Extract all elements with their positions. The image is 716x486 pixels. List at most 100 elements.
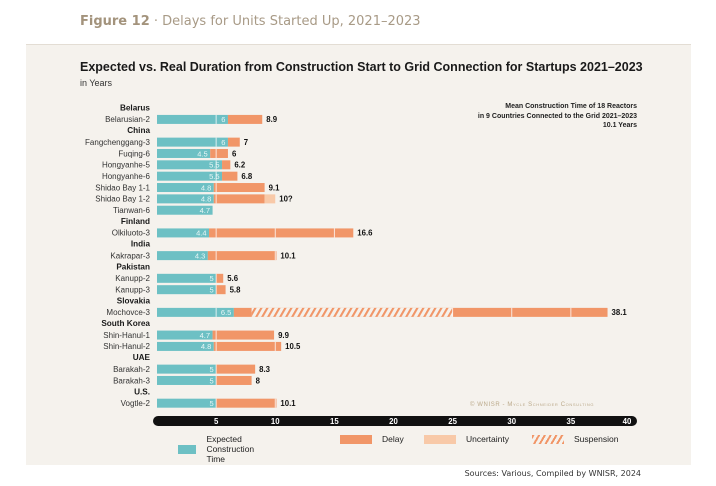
- expected-value-label: 4.4: [196, 229, 206, 238]
- total-value-label: 10.1: [280, 251, 296, 260]
- bar-expected: [157, 307, 234, 317]
- reactor-label: Kakrapar-3: [110, 251, 150, 260]
- figure-separator: ·: [149, 14, 163, 29]
- x-tick-label: 5: [214, 417, 219, 426]
- mean-note-line2: in 9 Countries Connected to the Grid 202…: [477, 112, 637, 120]
- total-value-label: 7: [244, 138, 248, 147]
- bar-expected: [157, 251, 208, 261]
- bar-expected: [157, 171, 223, 181]
- legend-swatch-delay: [340, 434, 372, 444]
- mean-note-line3: 10.1 Years: [602, 122, 637, 129]
- copyright-credit: © WNISR - Mycle Schneider Consulting: [470, 402, 595, 408]
- legend-label-expected: Expected Construction Time: [206, 434, 255, 464]
- expected-value-label: 6.5: [221, 308, 231, 317]
- bar-delay: [216, 375, 252, 385]
- legend-item-delay: Delay: [340, 434, 404, 444]
- expected-value-label: 5: [209, 274, 213, 283]
- bar-delay: [213, 341, 282, 351]
- expected-value-label: 4.7: [200, 206, 210, 215]
- expected-value-label: 5: [209, 376, 213, 385]
- expected-value-label: 4.8: [201, 183, 211, 192]
- x-axis-bar: [153, 416, 637, 426]
- reactor-label: Vogtle-2: [121, 399, 151, 408]
- country-label: Pakistan: [116, 262, 150, 271]
- reactor-label: Shin-Hanul-1: [103, 331, 150, 340]
- total-value-label: 6.8: [241, 172, 253, 181]
- bar-expected: [157, 160, 223, 170]
- total-value-label: 8: [256, 376, 261, 385]
- bar-delay: [212, 330, 275, 340]
- bar-expected: [157, 228, 210, 238]
- bar-delay: [222, 171, 238, 181]
- x-tick-label: 25: [448, 417, 457, 426]
- x-tick-label: 35: [567, 417, 576, 426]
- total-value-label: 9.1: [269, 183, 281, 192]
- x-tick-label: 20: [389, 417, 398, 426]
- bar-expected: [157, 285, 217, 295]
- bar-delay: [210, 148, 228, 158]
- x-tick-label: 30: [507, 417, 516, 426]
- bar-delay: [213, 183, 265, 193]
- reactor-label: Shidao Bay 1-2: [95, 195, 150, 204]
- legend-label-delay: Delay: [382, 434, 404, 444]
- bar-expected: [157, 194, 214, 204]
- expected-value-label: 4.3: [195, 251, 205, 260]
- legend-label-uncertainty: Uncertainty: [466, 434, 509, 444]
- total-value-label: 38.1: [612, 308, 628, 317]
- legend-item-uncertainty: Uncertainty: [424, 434, 509, 444]
- country-label: U.S.: [134, 387, 150, 396]
- bar-delay: [227, 114, 263, 124]
- reactor-label: Kanupp-3: [115, 285, 150, 294]
- expected-value-label: 5: [209, 365, 213, 374]
- expected-value-label: 4.8: [201, 195, 211, 204]
- total-value-label: 10?: [279, 195, 293, 204]
- bar-expected: [157, 330, 213, 340]
- expected-value-label: 6: [221, 115, 225, 124]
- country-label: Slovakia: [117, 296, 151, 305]
- country-label: Finland: [121, 217, 150, 226]
- reactor-label: Fangchenggang-3: [85, 138, 150, 147]
- source-note: Sources: Various, Compiled by WNISR, 202…: [464, 469, 641, 478]
- bars-layer: Belarus Belarusian-2 6 8.9 China Fangchenggan…: [85, 104, 627, 408]
- bar-delay: [227, 137, 240, 147]
- bar-delay: [207, 251, 277, 261]
- reactor-label: Hongyanhe-6: [102, 172, 151, 181]
- expected-value-label: 6: [221, 138, 225, 147]
- country-label: South Korea: [101, 319, 150, 328]
- reactor-label: Shin-Hanul-2: [103, 342, 150, 351]
- bar-expected: [157, 375, 217, 385]
- mean-note-line1: Mean Construction Time of 18 Reactors: [505, 103, 637, 110]
- expected-value-label: 5: [209, 399, 213, 408]
- expected-value-label: 5.5: [209, 172, 219, 181]
- reactor-label: Shidao Bay 1-1: [95, 183, 150, 192]
- expected-value-label: 4.7: [200, 331, 210, 340]
- reactor-label: Kanupp-2: [115, 274, 150, 283]
- legend-swatch-suspension: [532, 434, 564, 444]
- expected-value-label: 4.8: [201, 342, 211, 351]
- expected-value-label: 4.5: [197, 149, 207, 158]
- country-label: UAE: [133, 353, 151, 362]
- country-label: India: [131, 240, 151, 249]
- bar-delay: [209, 228, 354, 238]
- chart-title: Expected vs. Real Duration from Construc…: [80, 60, 643, 74]
- bar-expected: [157, 398, 217, 408]
- legend-label-suspension: Suspension: [574, 434, 619, 444]
- country-label: Belarus: [120, 104, 150, 113]
- x-tick-label: 10: [271, 417, 280, 426]
- expected-value-label: 5: [209, 285, 213, 294]
- bar-expected: [157, 183, 214, 193]
- total-value-label: 8.3: [259, 365, 271, 374]
- bar-expected: [157, 148, 211, 158]
- bar-expected: [157, 114, 228, 124]
- bar-expected: [157, 364, 217, 374]
- chart-panel: [26, 44, 691, 465]
- country-label: China: [127, 126, 150, 135]
- reactor-label: Tianwan-6: [113, 206, 151, 215]
- reactor-label: Fuqing-6: [118, 149, 150, 158]
- bar-delay: [216, 398, 277, 408]
- bar-expected: [157, 341, 214, 351]
- bar-delay: [216, 364, 256, 374]
- reactor-label: Barakah-3: [113, 376, 150, 385]
- total-value-label: 6: [232, 149, 237, 158]
